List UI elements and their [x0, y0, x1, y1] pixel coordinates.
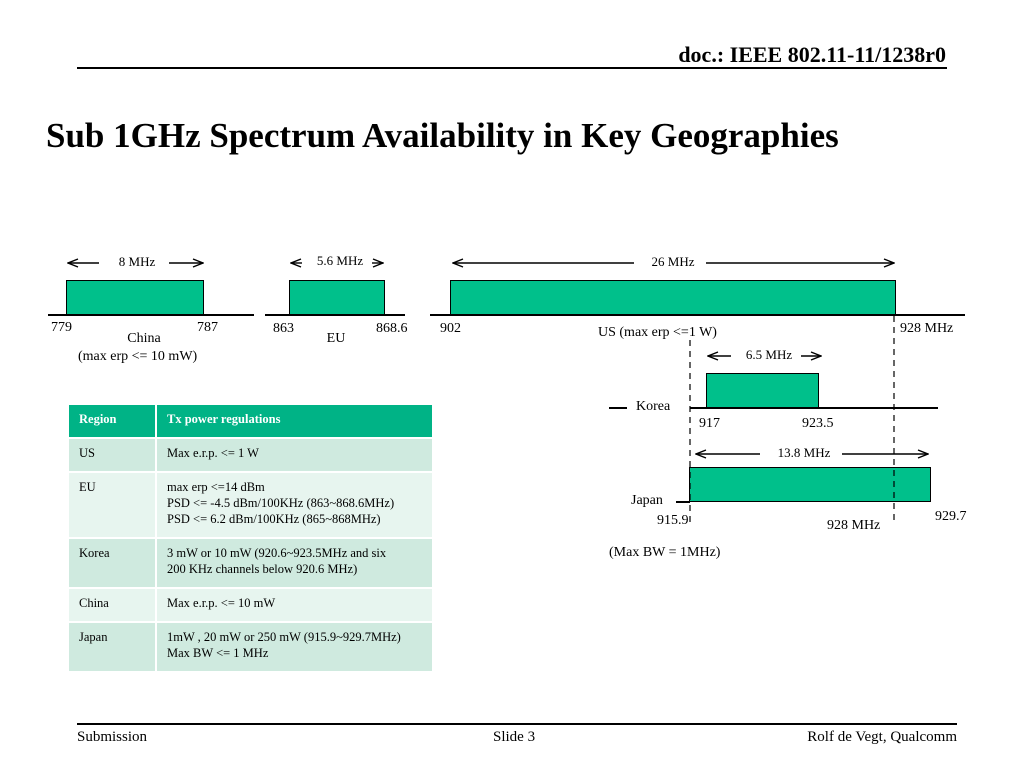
footer-submission: Submission — [77, 729, 148, 745]
japan-band-bar — [689, 467, 931, 502]
table-header-row: Region Tx power regulations — [67, 403, 434, 439]
table-row: Korea 3 mW or 10 mW (920.6~923.5MHz and … — [67, 537, 434, 589]
footer-author: Rolf de Vegt, Qualcomm — [807, 729, 957, 745]
korea-baseline-left — [609, 407, 627, 409]
regulation-line: max erp <=14 dBm — [167, 480, 265, 494]
region-cell: US — [67, 437, 157, 473]
us-region-label: US (max erp <=1 W) — [598, 325, 717, 340]
japan-baseline — [676, 501, 690, 503]
regulation-line: 1mW , 20 mW or 250 mW (915.9~929.7MHz) — [167, 630, 401, 644]
regulation-line: Max e.r.p. <= 1 W — [167, 446, 259, 460]
japan-region-label: Japan — [631, 493, 663, 508]
column-header-region: Region — [67, 403, 157, 439]
japan-mid-freq: 928 MHz — [827, 518, 881, 533]
table-row: China Max e.r.p. <= 10 mW — [67, 587, 434, 623]
korea-region-label: Korea — [636, 399, 671, 414]
japan-end-freq: 929.7 — [935, 509, 967, 524]
china-end-freq: 787 — [197, 320, 218, 335]
tx-power-regulations-table: Region Tx power regulations US Max e.r.p… — [67, 403, 434, 673]
regulation-cell: Max e.r.p. <= 1 W — [155, 437, 434, 473]
eu-end-freq: 868.6 — [376, 321, 408, 336]
region-cell: Japan — [67, 621, 157, 673]
korea-bandwidth-label: 6.5 MHz — [731, 347, 807, 363]
column-header-tx-power: Tx power regulations — [155, 403, 434, 439]
japan-bw-note: (Max BW = 1MHz) — [609, 545, 721, 560]
region-cell: China — [67, 587, 157, 623]
document-id: doc.: IEEE 802.11-11/1238r0 — [678, 42, 946, 67]
korea-end-freq: 923.5 — [802, 416, 834, 431]
regulation-cell: 1mW , 20 mW or 250 mW (915.9~929.7MHz) M… — [155, 621, 434, 673]
us-band-bar — [450, 280, 896, 315]
china-region-label: China — [127, 331, 161, 346]
eu-region-label: EU — [326, 331, 346, 346]
regulation-cell: Max e.r.p. <= 10 mW — [155, 587, 434, 623]
regulation-line: PSD <= 6.2 dBm/100KHz (865~868MHz) — [167, 512, 381, 526]
region-cell: EU — [67, 471, 157, 539]
regulation-line: Max e.r.p. <= 10 mW — [167, 596, 276, 610]
footer-rule — [77, 723, 957, 725]
china-start-freq: 779 — [51, 320, 72, 335]
china-band-bar — [66, 280, 204, 315]
us-end-freq: 928 MHz — [900, 321, 954, 336]
japan-start-freq: 915.9 — [657, 513, 689, 528]
regulation-cell: max erp <=14 dBm PSD <= -4.5 dBm/100KHz … — [155, 471, 434, 539]
china-erp-note: (max erp <= 10 mW) — [78, 349, 198, 364]
us-bandwidth-label: 26 MHz — [634, 254, 712, 270]
japan-bandwidth-label: 13.8 MHz — [762, 445, 846, 461]
footer-slide-number: Slide 3 — [493, 729, 536, 745]
eu-band-bar — [289, 280, 385, 315]
eu-start-freq: 863 — [273, 321, 294, 336]
header-rule — [77, 67, 947, 69]
region-cell: Korea — [67, 537, 157, 589]
regulation-line: 3 mW or 10 mW (920.6~923.5MHz and six — [167, 546, 387, 560]
korea-band-bar — [706, 373, 819, 408]
korea-start-freq: 917 — [699, 416, 720, 431]
slide-title: Sub 1GHz Spectrum Availability in Key Ge… — [46, 116, 839, 155]
regulation-line: Max BW <= 1 MHz — [167, 646, 269, 660]
regulation-line: 200 KHz channels below 920.6 MHz) — [167, 562, 358, 576]
table-row: EU max erp <=14 dBm PSD <= -4.5 dBm/100K… — [67, 471, 434, 539]
us-start-freq: 902 — [440, 321, 461, 336]
regulation-cell: 3 mW or 10 mW (920.6~923.5MHz and six 20… — [155, 537, 434, 589]
table-row: US Max e.r.p. <= 1 W — [67, 437, 434, 473]
regulation-line: PSD <= -4.5 dBm/100KHz (863~868.6MHz) — [167, 496, 395, 510]
china-bandwidth-label: 8 MHz — [99, 254, 175, 270]
table-row: Japan 1mW , 20 mW or 250 mW (915.9~929.7… — [67, 621, 434, 673]
eu-bandwidth-label: 5.6 MHz — [302, 253, 378, 269]
